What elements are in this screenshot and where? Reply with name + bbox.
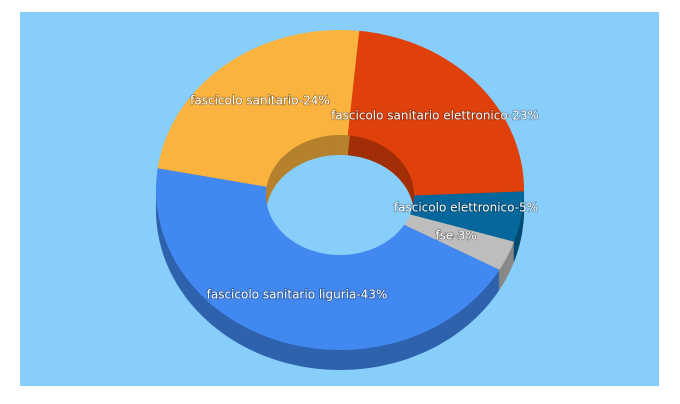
data-label: fascicolo sanitario-24%	[190, 94, 330, 108]
data-label: fascicolo sanitario elettronico-23%	[331, 109, 539, 123]
data-label: fse-3%	[435, 229, 476, 243]
slice	[156, 168, 500, 350]
slice	[404, 214, 515, 270]
data-label: fascicolo sanitario liguria-43%	[207, 288, 388, 302]
slice	[347, 30, 524, 196]
data-label: fascicolo elettronico-5%	[394, 201, 538, 215]
slice	[410, 191, 524, 242]
slice	[157, 30, 360, 187]
